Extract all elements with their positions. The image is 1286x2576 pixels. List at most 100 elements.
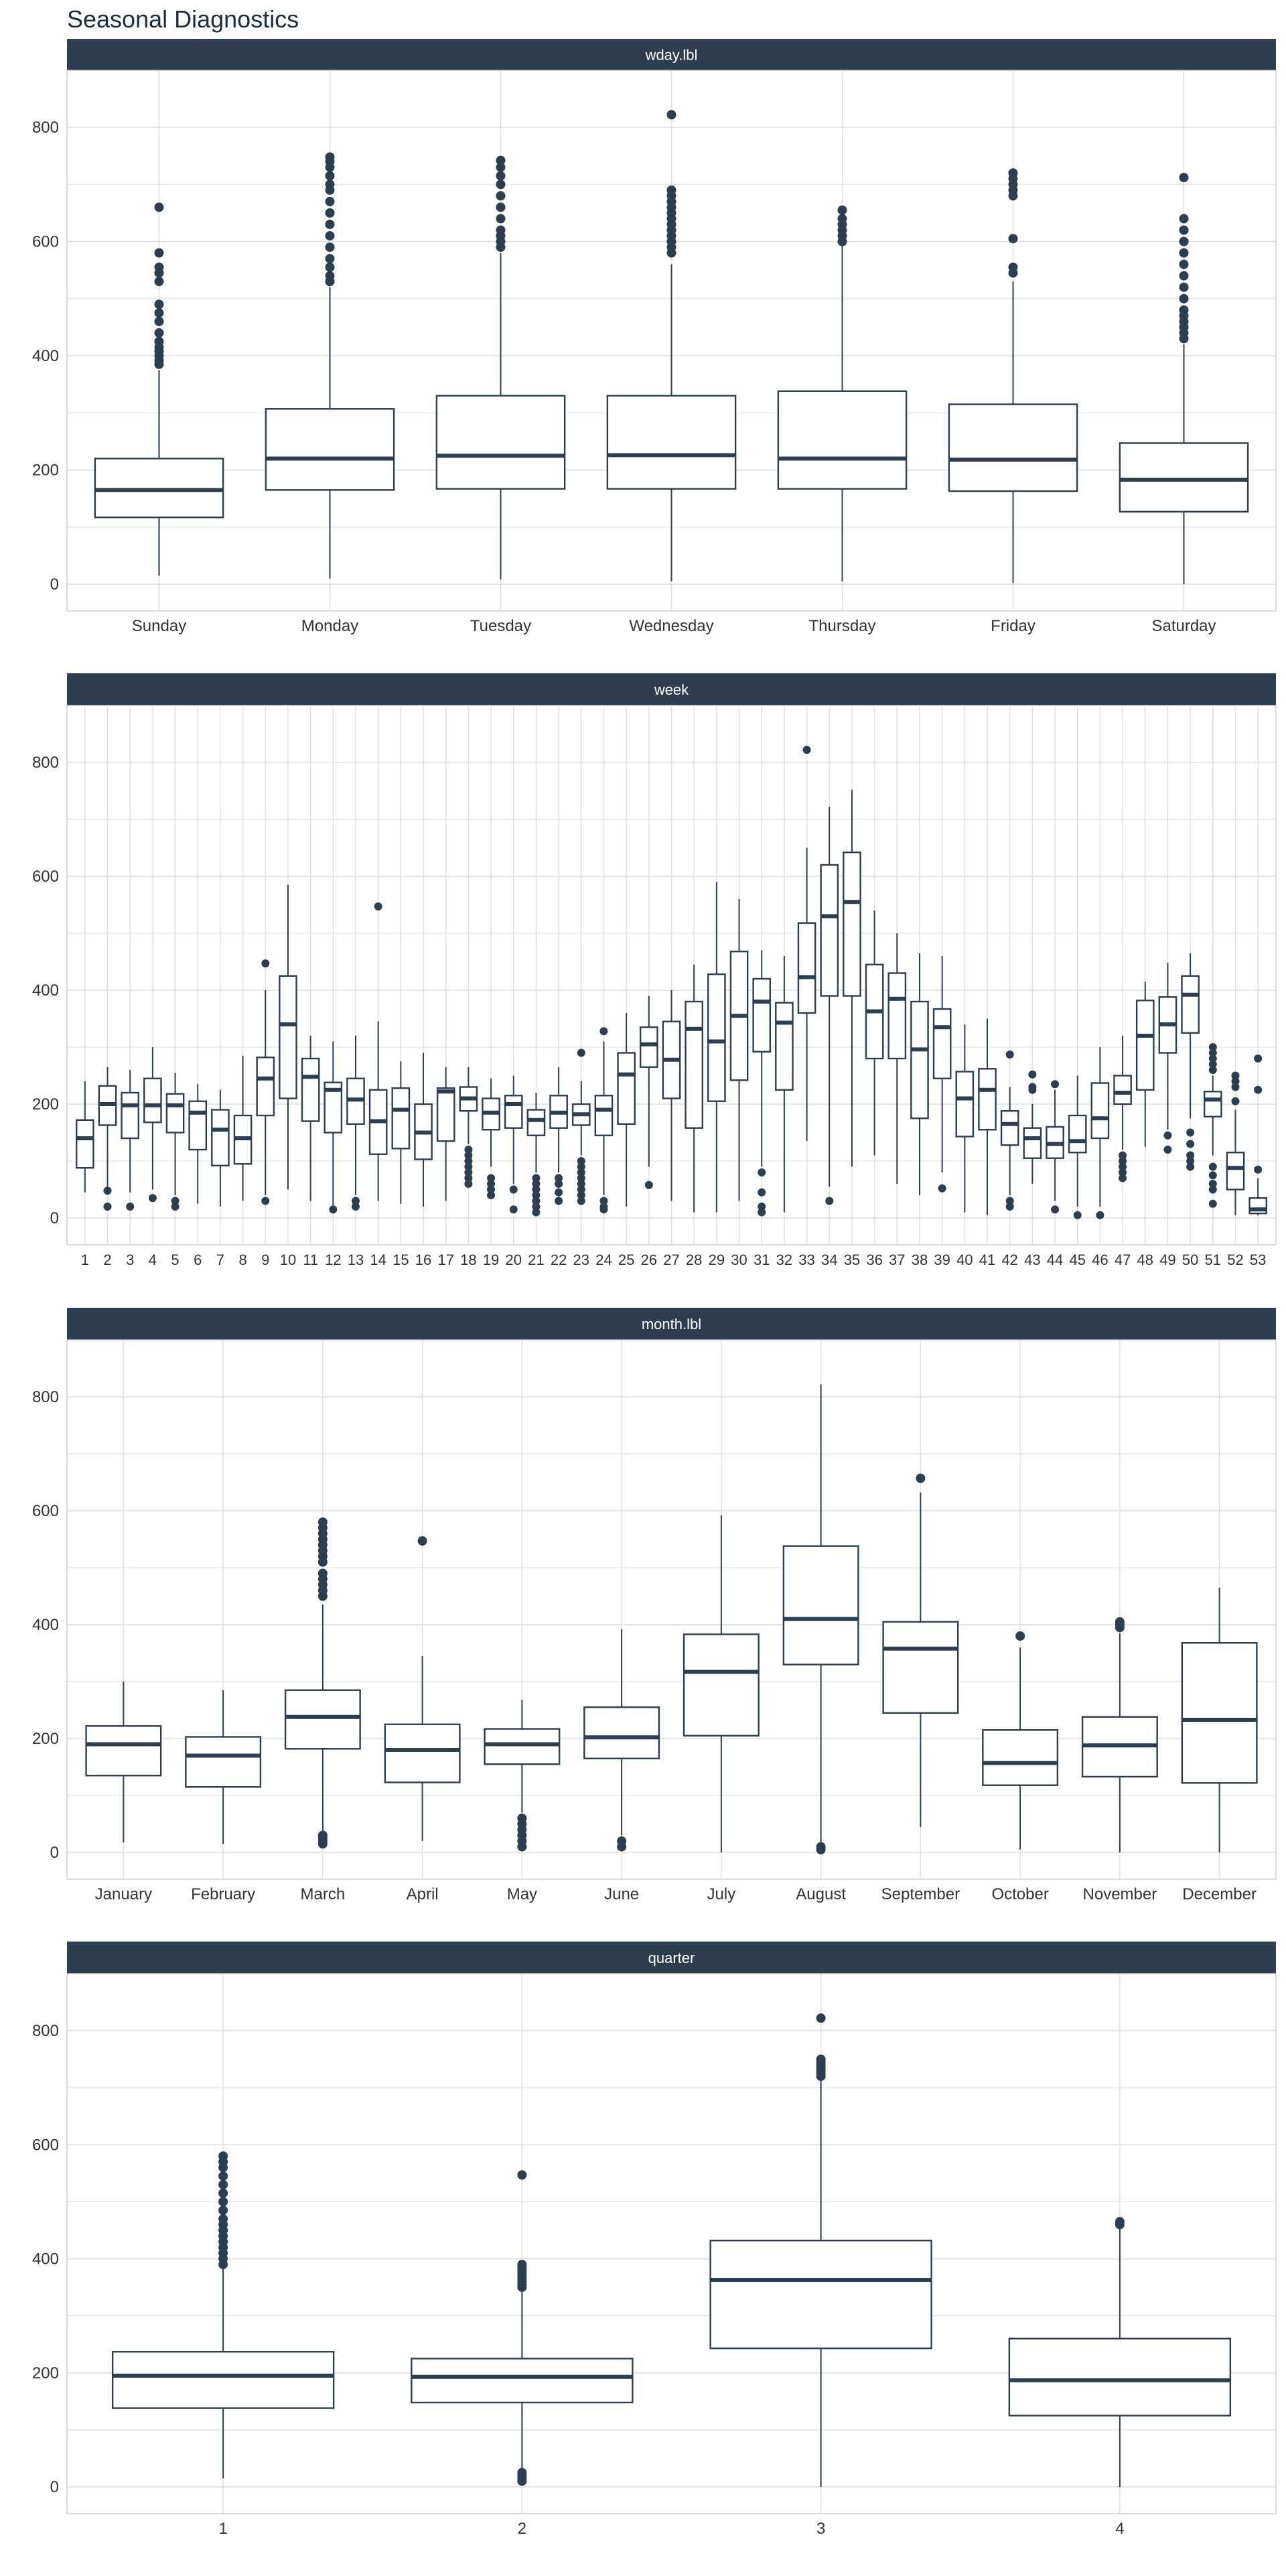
iqr-box bbox=[797, 922, 816, 1014]
outlier-point bbox=[1179, 271, 1189, 281]
x-tick-label: October bbox=[991, 1885, 1048, 1903]
iqr-box bbox=[111, 2351, 335, 2409]
outlier-point bbox=[154, 316, 164, 326]
box-3 bbox=[709, 2013, 932, 2487]
x-tick-label: 46 bbox=[1092, 1251, 1108, 1268]
y-tick-label: 400 bbox=[32, 1616, 59, 1634]
x-tick-label: 1 bbox=[81, 1251, 89, 1268]
box-2 bbox=[98, 1067, 117, 1211]
box-7 bbox=[211, 1089, 230, 1207]
x-tick-label: 9 bbox=[261, 1251, 269, 1268]
box-october bbox=[982, 1631, 1059, 1850]
outlier-point bbox=[171, 1197, 180, 1205]
x-tick-label: 3 bbox=[816, 2520, 825, 2538]
iqr-box bbox=[165, 1093, 185, 1134]
outlier-point bbox=[154, 202, 164, 212]
iqr-box bbox=[752, 977, 772, 1053]
iqr-box bbox=[777, 390, 908, 490]
box-1 bbox=[111, 2151, 335, 2479]
outlier-point bbox=[218, 2151, 228, 2161]
outlier-point bbox=[218, 2179, 228, 2189]
outlier-point bbox=[532, 1180, 541, 1188]
x-tick-label: 32 bbox=[776, 1251, 792, 1268]
outlier-point bbox=[1119, 1157, 1127, 1165]
outlier-point bbox=[464, 1174, 473, 1182]
x-tick-label: 26 bbox=[641, 1251, 657, 1268]
box-december bbox=[1181, 1587, 1258, 1852]
outlier-point bbox=[1179, 305, 1189, 315]
outlier-point bbox=[464, 1162, 473, 1171]
outlier-point bbox=[171, 1203, 180, 1211]
outlier-point bbox=[599, 1027, 608, 1036]
outlier-point bbox=[1015, 1631, 1025, 1641]
x-tick-label: 16 bbox=[415, 1251, 431, 1268]
x-tick-label: 1 bbox=[218, 2520, 227, 2538]
outlier-point bbox=[317, 1830, 328, 1840]
box-8 bbox=[233, 1055, 253, 1201]
x-tick-label: September bbox=[881, 1885, 960, 1903]
y-tick-label: 0 bbox=[50, 575, 59, 594]
y-tick-label: 0 bbox=[50, 2478, 59, 2496]
box-45 bbox=[1068, 1075, 1087, 1219]
box-19 bbox=[482, 1078, 500, 1199]
outlier-point bbox=[1186, 1162, 1195, 1171]
box-51 bbox=[1203, 1043, 1222, 1208]
iqr-box bbox=[1008, 2337, 1232, 2417]
outlier-point bbox=[1119, 1174, 1127, 1182]
box-16 bbox=[414, 1053, 433, 1207]
box-23 bbox=[571, 1048, 591, 1205]
outlier-point bbox=[325, 171, 335, 181]
box-2 bbox=[411, 2170, 634, 2486]
outlier-point bbox=[487, 1180, 496, 1188]
outlier-point bbox=[1179, 259, 1189, 269]
panel-border bbox=[66, 1973, 1277, 2514]
box-5 bbox=[165, 1073, 185, 1211]
iqr-box bbox=[948, 403, 1078, 492]
outlier-point bbox=[837, 214, 847, 224]
outlier-point bbox=[577, 1157, 585, 1165]
outlier-point bbox=[1119, 1168, 1127, 1176]
iqr-box bbox=[1068, 1114, 1087, 1154]
x-tick-label: 35 bbox=[844, 1251, 860, 1268]
box-36 bbox=[865, 910, 884, 1156]
iqr-box bbox=[265, 408, 395, 491]
outlier-point bbox=[148, 1194, 157, 1203]
outlier-point bbox=[374, 902, 382, 911]
outlier-point bbox=[555, 1180, 563, 1188]
outlier-point bbox=[758, 1168, 766, 1176]
iqr-box bbox=[775, 1002, 794, 1091]
outlier-point bbox=[325, 230, 335, 241]
iqr-box bbox=[279, 975, 297, 1099]
x-tick-label: 18 bbox=[460, 1251, 476, 1268]
box-22 bbox=[549, 1067, 568, 1205]
outlier-point bbox=[555, 1174, 563, 1182]
outlier-point bbox=[1051, 1080, 1060, 1089]
box-4 bbox=[1008, 2217, 1232, 2487]
x-tick-label: 52 bbox=[1227, 1251, 1243, 1268]
y-tick-label: 400 bbox=[32, 981, 59, 1000]
outlier-point bbox=[816, 2054, 826, 2064]
outlier-point bbox=[532, 1174, 541, 1182]
x-tick-label: 4 bbox=[149, 1251, 157, 1268]
x-tick-label: December bbox=[1182, 1885, 1257, 1903]
box-41 bbox=[978, 1018, 997, 1215]
x-tick-label: Monday bbox=[301, 617, 358, 635]
outlier-point bbox=[577, 1191, 585, 1199]
outlier-point bbox=[577, 1048, 585, 1057]
x-tick-label: 22 bbox=[551, 1251, 567, 1268]
box-july bbox=[683, 1515, 760, 1852]
box-24 bbox=[594, 1027, 614, 1214]
outlier-point bbox=[1186, 1151, 1195, 1160]
box-40 bbox=[955, 1024, 975, 1213]
x-tick-label: 3 bbox=[126, 1251, 134, 1268]
iqr-box bbox=[709, 2240, 932, 2350]
box-15 bbox=[391, 1061, 411, 1204]
box-48 bbox=[1135, 981, 1155, 1147]
outlier-point bbox=[154, 308, 164, 318]
outlier-point bbox=[496, 191, 506, 201]
box-38 bbox=[910, 953, 929, 1195]
x-tick-label: Tuesday bbox=[470, 617, 531, 635]
outlier-point bbox=[816, 1842, 826, 1852]
outlier-point bbox=[325, 254, 335, 264]
x-tick-label: 33 bbox=[798, 1251, 814, 1268]
